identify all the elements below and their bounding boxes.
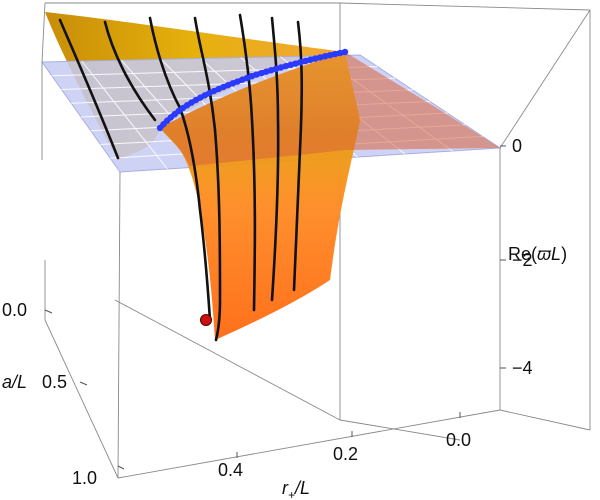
zero-crossing-point: [287, 61, 294, 69]
z-tick-1: −2: [512, 250, 533, 270]
zero-crossing-point: [297, 59, 304, 66]
a-tick-1: 0.5: [42, 372, 67, 392]
zero-crossing-point: [321, 53, 329, 60]
critical-point-marker: [200, 314, 212, 326]
r-tick-0: 0.4: [218, 460, 243, 480]
zero-crossing-point: [317, 54, 324, 61]
r-tick-2: 0.0: [446, 430, 471, 450]
zero-crossing-point: [312, 55, 319, 62]
z-axis: 0 −2 −4 Re(ϖL): [500, 136, 567, 378]
box-front: [41, 2, 591, 479]
z-tick-2: −4: [512, 358, 533, 378]
zero-crossing-point: [331, 50, 339, 58]
z-tick-0: 0: [512, 136, 522, 156]
r-tick-1: 0.2: [333, 444, 358, 464]
zero-crossing-point: [341, 48, 349, 56]
zero-crossing-point: [156, 124, 164, 132]
zero-crossing-point: [302, 57, 309, 65]
zero-crossing-point: [267, 67, 275, 74]
zero-crossing-point: [272, 65, 280, 73]
zero-crossing-point: [263, 68, 270, 75]
zero-crossing-point: [307, 56, 314, 63]
zero-crossing-point: [258, 69, 265, 77]
a-axis-label: a/L: [2, 372, 27, 392]
a-tick-0: 0.0: [2, 300, 27, 320]
a-tick-2: 1.0: [72, 468, 97, 488]
zero-crossing-point: [282, 62, 290, 70]
zero-crossing-point: [326, 51, 334, 59]
r-axis-label: r+/L: [282, 478, 310, 500]
zero-crossing-point: [277, 64, 285, 71]
zero-crossing-point: [292, 60, 299, 67]
surface-plane-overlap: [160, 52, 500, 166]
r-axis: 0.4 0.2 0.0 r+/L: [218, 412, 471, 500]
zero-crossing-point: [336, 49, 344, 57]
a-axis: 0.0 0.5 1.0 a/L: [2, 300, 125, 488]
surface-mesh: [58, 13, 304, 342]
z-axis-label: Re(ϖL): [508, 244, 567, 264]
